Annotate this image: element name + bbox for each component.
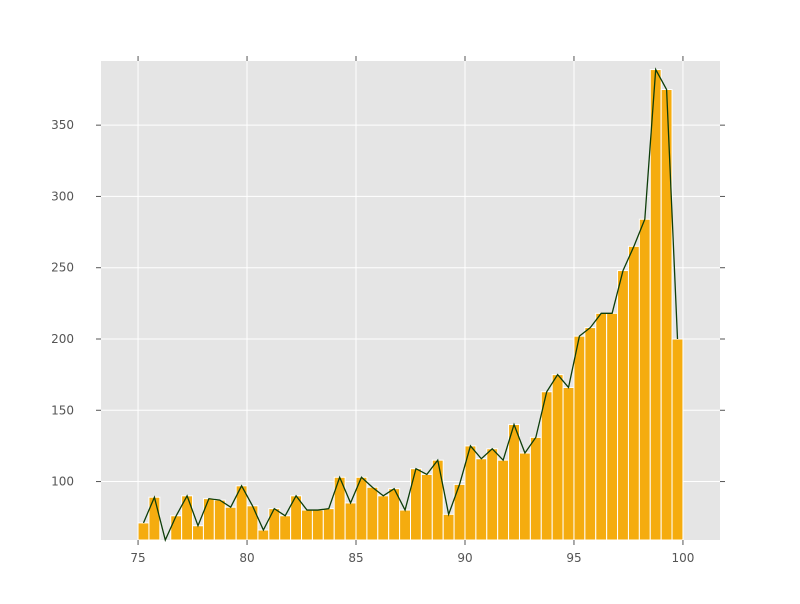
tick-labels: 75 80 85 90 95 100 100 150 200 250 300 350 bbox=[51, 118, 694, 565]
bar bbox=[192, 525, 204, 541]
bar bbox=[486, 448, 499, 541]
y-tick-label: 100 bbox=[51, 475, 74, 489]
bar bbox=[148, 496, 161, 541]
bar bbox=[671, 338, 684, 541]
bar bbox=[551, 374, 564, 541]
bar bbox=[322, 508, 335, 541]
y-tick-label: 150 bbox=[51, 403, 74, 417]
bar bbox=[497, 459, 510, 541]
bar bbox=[399, 509, 411, 541]
bar bbox=[649, 69, 662, 541]
axis-ticks bbox=[96, 56, 725, 545]
grid bbox=[101, 61, 720, 540]
bar bbox=[475, 458, 488, 541]
bar bbox=[420, 473, 433, 541]
y-tick-label: 250 bbox=[51, 261, 74, 275]
bar bbox=[279, 515, 292, 541]
x-tick-label: 75 bbox=[130, 551, 145, 565]
bar bbox=[442, 513, 455, 541]
bar bbox=[573, 335, 586, 541]
x-tick-label: 80 bbox=[239, 551, 254, 565]
bar bbox=[638, 218, 651, 541]
bar bbox=[202, 498, 215, 541]
bar bbox=[529, 436, 542, 541]
bar bbox=[595, 312, 608, 541]
y-tick-label: 200 bbox=[51, 332, 74, 346]
bar bbox=[540, 391, 553, 541]
bar bbox=[627, 245, 640, 541]
bar bbox=[224, 506, 237, 541]
x-tick-label: 100 bbox=[671, 551, 694, 565]
y-tick-label: 300 bbox=[51, 189, 74, 203]
bar bbox=[562, 386, 575, 541]
bar bbox=[301, 509, 313, 541]
bars bbox=[137, 69, 684, 541]
bar bbox=[584, 327, 597, 541]
bar bbox=[344, 502, 357, 541]
bar bbox=[606, 312, 619, 541]
x-tick-label: 90 bbox=[457, 551, 472, 565]
bar bbox=[453, 483, 466, 541]
x-tick-label: 85 bbox=[348, 551, 363, 565]
trend-line-layer bbox=[142, 67, 679, 542]
bar bbox=[257, 529, 270, 541]
bar bbox=[311, 509, 324, 541]
bar bbox=[508, 424, 520, 541]
bar bbox=[518, 452, 531, 541]
y-tick-label: 350 bbox=[51, 118, 74, 132]
bar bbox=[617, 270, 629, 541]
bar bbox=[213, 499, 226, 541]
bar bbox=[268, 508, 281, 541]
bar bbox=[410, 468, 422, 541]
x-tick-label: 95 bbox=[566, 551, 581, 565]
bar bbox=[660, 89, 673, 541]
bar bbox=[137, 522, 150, 541]
bar bbox=[246, 505, 259, 541]
bar bbox=[170, 515, 183, 541]
bar bbox=[377, 495, 390, 541]
bar bbox=[431, 459, 444, 541]
trend-line bbox=[142, 67, 679, 542]
bar bbox=[366, 486, 379, 541]
